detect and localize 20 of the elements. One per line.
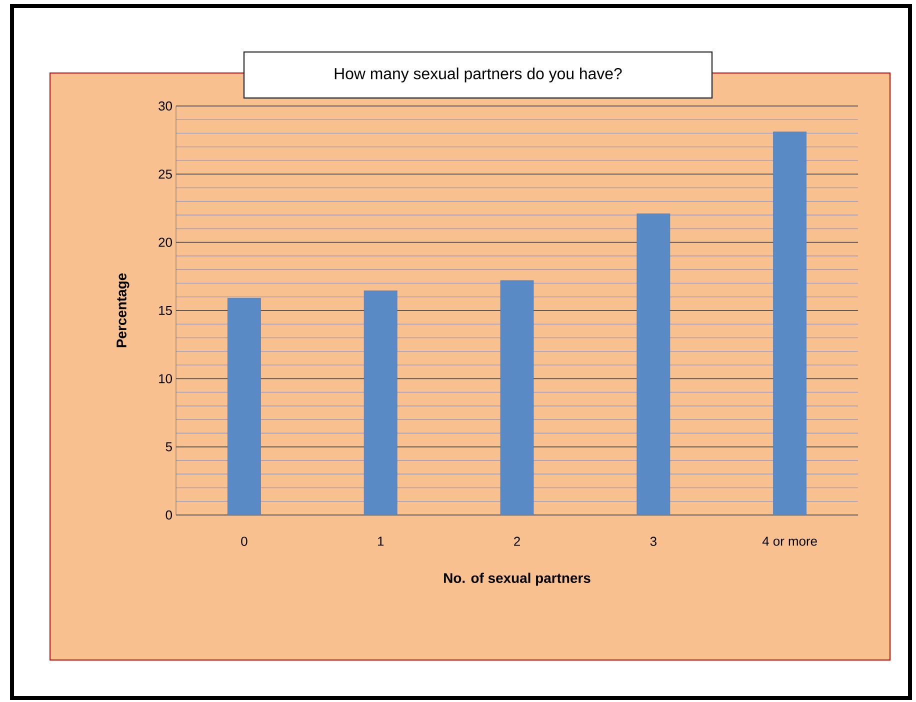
y-tick-label: 20 xyxy=(158,238,172,247)
x-tick-label: 1 xyxy=(378,536,384,546)
bar xyxy=(228,298,261,515)
chart-title: How many sexual partners do you have? xyxy=(334,68,622,82)
y-tick-label: 30 xyxy=(158,101,172,111)
x-axis-title: No. of sexual partners xyxy=(444,572,590,586)
x-tick-label: 0 xyxy=(241,536,248,546)
x-tick-label: 3 xyxy=(650,536,656,546)
y-tick-label: 15 xyxy=(159,306,172,315)
y-tick-label: 0 xyxy=(166,510,172,520)
y-axis-title: Percentage xyxy=(116,273,130,348)
bar xyxy=(364,290,398,515)
bar xyxy=(636,213,670,515)
y-tick-label: 5 xyxy=(166,442,172,452)
y-tick-label: 10 xyxy=(159,374,172,384)
bar xyxy=(773,132,807,515)
x-tick-label: 4 or more xyxy=(762,536,817,546)
y-tick-label: 25 xyxy=(158,170,172,179)
bar xyxy=(500,280,534,515)
x-tick-label: 2 xyxy=(514,536,520,546)
